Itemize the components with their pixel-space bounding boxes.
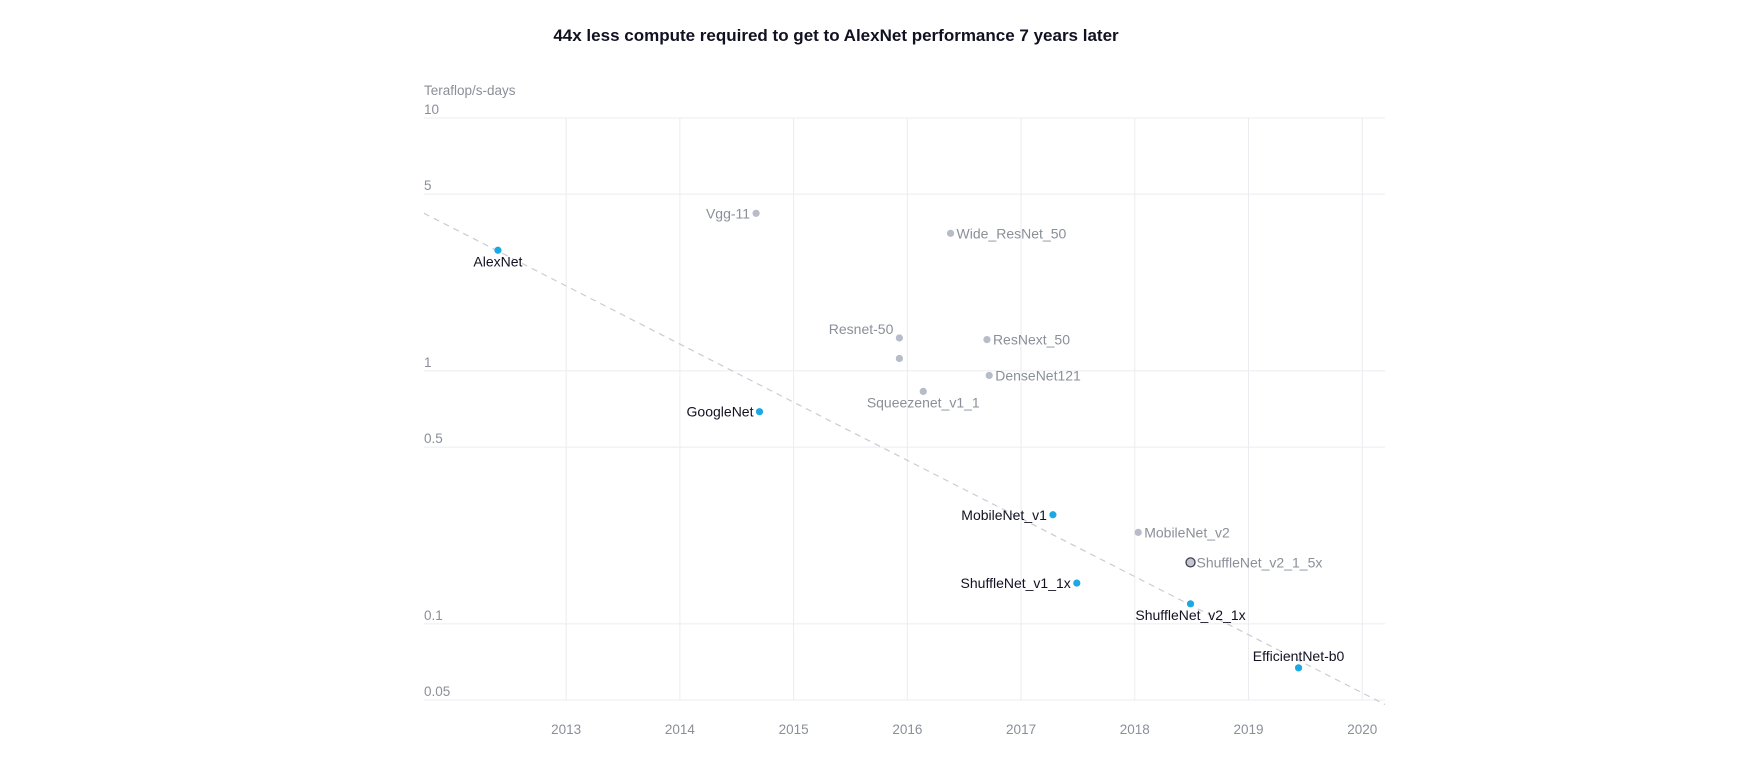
x-tick-label: 2016 [892,722,922,737]
point-label-mobilenet-v1: MobileNet_v1 [961,507,1047,523]
tick-layer: 10 5 1 0.5 0.1 0.05 2013 2014 2015 2016 2017 2018 20… [424,102,1377,737]
point-label-squeezenet-v1-1: Squeezenet_v1_1 [867,394,980,410]
point-label-alexnet: AlexNet [473,253,522,269]
x-tick-label: 2015 [779,722,809,737]
point-label-shufflenet-v2-1-5x: ShuffleNet_v2_1_5x [1197,554,1323,570]
point-alexnet [494,246,502,254]
point-resnet-50 [895,334,903,342]
point-wide-resnet-50 [946,229,955,237]
point-resnet-unlabeled [895,354,903,363]
point-label-efficientnet-b0: EfficientNet-b0 [1253,648,1345,664]
y-tick-label: 0.5 [424,431,443,446]
y-tick-label: 5 [424,178,432,193]
point-label-shufflenet-v2-1x: ShuffleNet_v2_1x [1135,607,1245,623]
trend-layer [423,212,1386,706]
point-label-wide-resnet-50: Wide_ResNet_50 [957,225,1067,241]
point-label-googlenet: GoogleNet [687,404,754,420]
trend-line [423,212,1386,706]
point-shufflenet-v2-1x [1186,600,1195,608]
point-efficientnet-b0 [1294,664,1303,672]
point-label-shufflenet-v1-1x: ShuffleNet_v1_1x [961,575,1071,591]
point-squeezenet-v1-1 [919,387,927,395]
point-mobilenet-v1 [1049,511,1057,519]
label-layer: AlexNet Vgg-11 Wide_ResNet_50 Resnet-50 ResN… [473,205,1344,664]
point-label-resnext-50: ResNext_50 [993,332,1070,348]
point-shufflenet-v2-1-5x [1185,557,1196,568]
point-label-densenet121: DenseNet121 [995,367,1081,383]
y-axis-label: Teraflop/s-days [424,83,516,98]
grid-layer [424,117,1385,701]
chart-title: 44x less compute required to get to Alex… [553,26,1119,45]
point-label-mobilenet-v2: MobileNet_v2 [1144,524,1230,540]
y-tick-label: 1 [424,355,432,370]
point-googlenet [755,408,764,416]
point-resnext-50 [983,336,991,344]
y-tick-label: 0.1 [424,608,443,623]
point-shufflenet-v1-1x [1073,579,1081,587]
x-tick-label: 2018 [1120,722,1150,737]
point-vgg-11 [752,209,760,217]
x-tick-label: 2013 [551,722,581,737]
point-label-resnet-50: Resnet-50 [829,321,894,337]
point-layer [494,209,1303,672]
x-tick-label: 2020 [1347,722,1377,737]
x-tick-label: 2019 [1234,722,1264,737]
x-tick-label: 2017 [1006,722,1036,737]
y-tick-label: 0.05 [424,684,450,699]
point-label-vgg-11: Vgg-11 [706,205,750,221]
point-densenet121 [985,371,993,380]
x-tick-label: 2014 [665,722,696,737]
point-mobilenet-v2 [1134,528,1142,536]
y-tick-label: 10 [424,102,439,117]
